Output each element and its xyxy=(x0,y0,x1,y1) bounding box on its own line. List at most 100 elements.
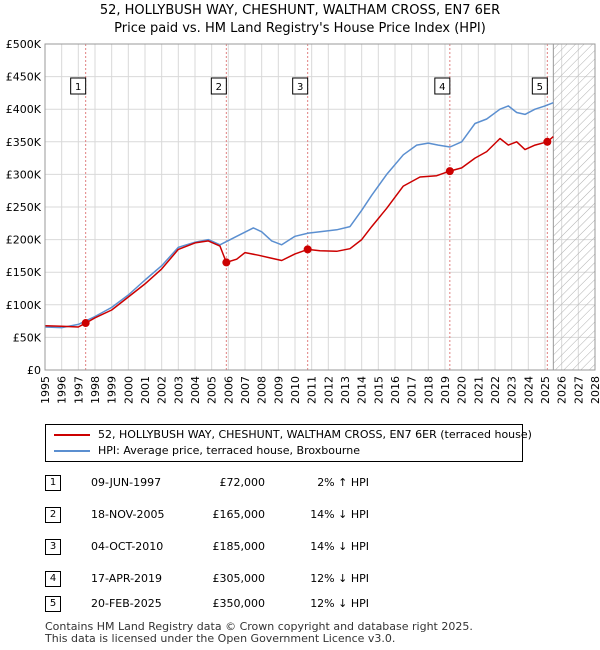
x-tick-label: 2023 xyxy=(506,376,519,404)
footer-attribution: Contains HM Land Registry data © Crown c… xyxy=(45,621,473,645)
chart-subtitle: Price paid vs. HM Land Registry's House … xyxy=(114,21,486,36)
footer-copyright: Contains HM Land Registry data © Crown c… xyxy=(45,620,473,633)
x-tick-label: 2009 xyxy=(272,376,285,404)
sale-number: 4 xyxy=(45,571,61,587)
table-row: 4 17-APR-2019 £305,000 12% ↓ HPI xyxy=(45,571,445,588)
sale-date: 09-JUN-1997 xyxy=(91,476,162,489)
x-tick-label: 2015 xyxy=(372,376,385,404)
x-tick-label: 2028 xyxy=(589,376,600,404)
x-tick-label: 2017 xyxy=(406,376,419,404)
sale-number: 2 xyxy=(45,507,61,523)
sale-label-box xyxy=(210,77,227,95)
x-tick-label: 2019 xyxy=(439,376,452,404)
y-tick-label: £0 xyxy=(27,364,41,377)
y-tick-label: £300K xyxy=(6,168,42,181)
x-tick-label: 2010 xyxy=(289,376,302,404)
table-row: 1 09-JUN-1997 £72,000 2% ↑ HPI xyxy=(45,475,445,492)
sale-point xyxy=(222,258,231,267)
forecast-hatch xyxy=(553,44,595,370)
property-price-line xyxy=(45,136,554,328)
sale-date: 20-FEB-2025 xyxy=(91,597,162,610)
sale-date: 18-NOV-2005 xyxy=(91,508,165,521)
x-tick-label: 1999 xyxy=(106,376,119,404)
x-tick-label: 2018 xyxy=(422,376,435,404)
sale-hpi: 12% ↓ HPI xyxy=(310,572,369,585)
x-tick-label: 2003 xyxy=(172,376,185,404)
x-tick-label: 2008 xyxy=(256,376,269,404)
sale-label-text: 1 xyxy=(75,82,81,93)
plot-frame xyxy=(44,43,596,371)
x-tick-label: 2001 xyxy=(139,376,152,404)
sale-price: £72,000 xyxy=(219,476,266,489)
y-axis: £0 £50K £100K £150K £200K £250K £300K £350K £400… xyxy=(6,38,42,377)
x-tick-label: 2025 xyxy=(539,376,552,404)
chart-title: 52, HOLLYBUSH WAY, CHESHUNT, WALTHAM CRO… xyxy=(99,3,501,18)
x-tick-label: 2012 xyxy=(322,376,335,404)
x-tick-label: 2016 xyxy=(389,376,402,404)
y-tick-label: £50K xyxy=(13,331,42,344)
x-tick-label: 2000 xyxy=(122,376,135,404)
chart-legend: 52, HOLLYBUSH WAY, CHESHUNT, WALTHAM CRO… xyxy=(45,424,532,462)
x-tick-label: 2021 xyxy=(472,376,485,404)
sale-label-box xyxy=(70,77,87,95)
legend-label-property: 52, HOLLYBUSH WAY, CHESHUNT, WALTHAM CRO… xyxy=(98,428,532,441)
x-tick-label: 2005 xyxy=(206,376,219,404)
sale-hpi: 14% ↓ HPI xyxy=(310,540,369,553)
sale-point xyxy=(81,319,90,328)
chart-grid xyxy=(44,43,596,371)
legend-item-property: 52, HOLLYBUSH WAY, CHESHUNT, WALTHAM CRO… xyxy=(54,427,532,443)
x-tick-label: 1997 xyxy=(72,376,85,404)
sale-price: £165,000 xyxy=(212,508,266,521)
sale-date: 04-OCT-2010 xyxy=(91,540,164,553)
table-row: 5 20-FEB-2025 £350,000 12% ↓ HPI xyxy=(45,596,445,613)
sale-price: £185,000 xyxy=(212,540,266,553)
sale-number: 3 xyxy=(45,539,61,555)
x-tick-label: 2027 xyxy=(572,376,585,404)
sale-label-text: 2 xyxy=(216,82,222,93)
chart-title-block: 52, HOLLYBUSH WAY, CHESHUNT, WALTHAM CRO… xyxy=(0,2,600,38)
sale-hpi: 2% ↑ HPI xyxy=(317,476,369,489)
x-tick-label: 2026 xyxy=(556,376,569,404)
sale-date: 17-APR-2019 xyxy=(91,572,163,585)
x-tick-label: 2011 xyxy=(306,376,319,404)
sale-label-text: 3 xyxy=(297,82,303,93)
legend-item-hpi: HPI: Average price, terraced house, Brox… xyxy=(54,443,360,459)
sale-hpi: 14% ↓ HPI xyxy=(310,508,369,521)
sale-points xyxy=(81,137,552,328)
x-tick-label: 2004 xyxy=(189,376,202,404)
legend-swatch-property xyxy=(54,434,90,436)
y-tick-label: £400K xyxy=(6,103,42,116)
footer-licence: This data is licensed under the Open Gov… xyxy=(45,632,396,645)
x-tick-label: 2013 xyxy=(339,376,352,404)
hpi-line xyxy=(45,102,554,329)
x-tick-label: 1995 xyxy=(39,376,52,404)
sale-hpi: 12% ↓ HPI xyxy=(310,597,369,610)
y-tick-label: £150K xyxy=(6,266,42,279)
chart-series xyxy=(45,102,554,329)
x-axis: 1995 1996 1997 1998 1999 2000 2001 2002 2003 2004… xyxy=(39,376,600,404)
x-tick-label: 1996 xyxy=(56,376,69,404)
sale-point xyxy=(303,245,312,254)
sale-point xyxy=(445,167,454,176)
y-tick-label: £350K xyxy=(6,136,42,149)
x-tick-label: 2022 xyxy=(489,376,502,404)
sale-label-box xyxy=(434,77,451,95)
sale-number: 1 xyxy=(45,475,61,491)
sale-label-text: 4 xyxy=(439,82,445,93)
x-tick-label: 2014 xyxy=(356,376,369,404)
x-tick-label: 2020 xyxy=(456,376,469,404)
y-tick-label: £200K xyxy=(6,234,42,247)
sale-price: £305,000 xyxy=(212,572,266,585)
sale-labels: 1 2 3 4 5 xyxy=(70,77,548,95)
table-row: 2 18-NOV-2005 £165,000 14% ↓ HPI xyxy=(45,507,445,524)
sale-label-text: 5 xyxy=(537,82,543,93)
x-tick-label: 2002 xyxy=(156,376,169,404)
y-tick-label: £100K xyxy=(6,299,42,312)
legend-swatch-hpi xyxy=(54,450,90,452)
sale-label-box xyxy=(292,77,309,95)
x-tick-label: 1998 xyxy=(89,376,102,404)
y-tick-label: £500K xyxy=(6,38,42,51)
sale-label-box xyxy=(531,77,548,95)
x-tick-label: 2024 xyxy=(522,376,535,404)
sale-number: 5 xyxy=(45,596,61,612)
